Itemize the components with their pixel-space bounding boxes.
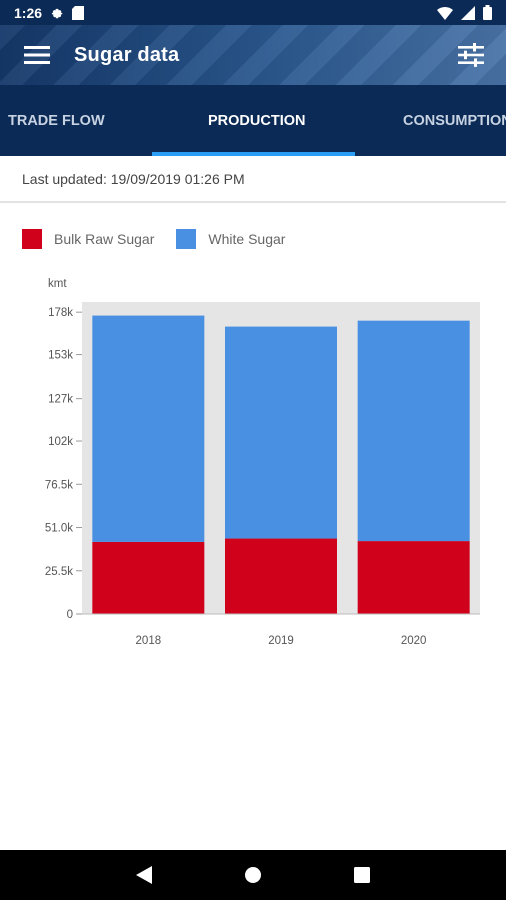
bar-bulk-raw-sugar-2018[interactable] bbox=[92, 541, 205, 614]
status-right bbox=[437, 5, 492, 20]
menu-button[interactable] bbox=[0, 25, 74, 85]
chart-legend: Bulk Raw Sugar White Sugar bbox=[22, 229, 307, 249]
tab-production[interactable]: PRODUCTION bbox=[208, 112, 306, 129]
y-tick-label: 127k bbox=[48, 394, 73, 406]
app-title: Sugar data bbox=[74, 43, 180, 66]
app-bar: Sugar data bbox=[0, 25, 506, 85]
production-bar-chart: kmt 0 25.5k 51.0k 76.5k 102k 127k 153k 178k 2018 2… bbox=[45, 278, 480, 647]
legend-label: White Sugar bbox=[208, 231, 286, 247]
y-tick-label: 76.5k bbox=[45, 479, 73, 491]
legend-item-white-sugar[interactable]: White Sugar bbox=[176, 229, 285, 249]
sd-card-icon bbox=[72, 5, 85, 20]
bar-white-sugar-2018[interactable] bbox=[92, 315, 205, 542]
y-tick-label: 0 bbox=[67, 609, 73, 621]
x-tick-label: 2019 bbox=[268, 635, 294, 647]
nav-home-button[interactable] bbox=[233, 855, 273, 895]
bar-white-sugar-2020[interactable] bbox=[357, 320, 470, 542]
status-bar: 1:26 bbox=[0, 0, 506, 25]
legend-item-bulk-raw-sugar[interactable]: Bulk Raw Sugar bbox=[22, 229, 154, 249]
filter-button[interactable] bbox=[436, 25, 506, 85]
y-tick-label: 25.5k bbox=[45, 566, 73, 578]
x-tick-label: 2020 bbox=[401, 635, 427, 647]
y-tick-label: 51.0k bbox=[45, 523, 73, 535]
tab-bar: TRADE FLOW PRODUCTION CONSUMPTION bbox=[0, 85, 506, 156]
tab-consumption[interactable]: CONSUMPTION bbox=[403, 112, 506, 129]
status-time: 1:26 bbox=[14, 4, 43, 21]
y-axis-unit-label: kmt bbox=[48, 278, 67, 290]
x-tick-label: 2018 bbox=[136, 635, 162, 647]
bar-white-sugar-2019[interactable] bbox=[225, 326, 337, 539]
hamburger-menu-icon bbox=[24, 46, 50, 64]
tab-trade-flow[interactable]: TRADE FLOW bbox=[8, 112, 105, 129]
home-icon bbox=[244, 867, 261, 883]
active-tab-indicator bbox=[152, 152, 355, 156]
system-nav-bar bbox=[0, 850, 506, 900]
recents-icon bbox=[353, 867, 370, 883]
nav-back-button[interactable] bbox=[124, 855, 164, 895]
legend-label: Bulk Raw Sugar bbox=[54, 231, 155, 247]
signal-icon bbox=[461, 5, 475, 20]
last-updated-text: Last updated: 19/09/2019 01:26 PM bbox=[0, 156, 506, 203]
back-icon bbox=[136, 866, 153, 884]
bar-bulk-raw-sugar-2020[interactable] bbox=[357, 541, 470, 614]
legend-swatch-white-sugar bbox=[176, 229, 197, 249]
legend-swatch-bulk-raw-sugar bbox=[22, 229, 42, 249]
nav-recents-button[interactable] bbox=[342, 855, 382, 895]
gear-icon bbox=[51, 8, 63, 18]
tune-sliders-icon bbox=[458, 43, 484, 67]
bar-bulk-raw-sugar-2019[interactable] bbox=[225, 538, 337, 614]
y-tick-label: 153k bbox=[48, 350, 73, 362]
battery-icon bbox=[483, 5, 492, 20]
y-tick-label: 102k bbox=[48, 436, 73, 448]
wifi-icon bbox=[437, 6, 453, 20]
y-tick-label: 178k bbox=[48, 307, 73, 319]
status-left: 1:26 bbox=[14, 4, 85, 21]
